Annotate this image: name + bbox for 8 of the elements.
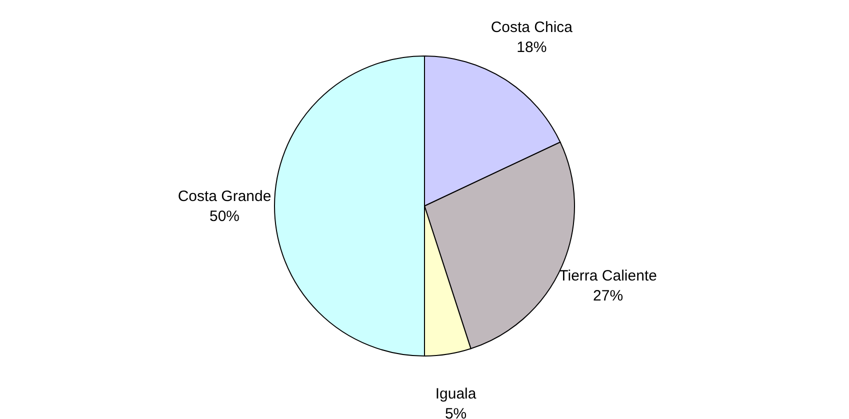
slice-label: Tierra Caliente — [559, 267, 657, 284]
slice-label: Costa Grande — [178, 188, 272, 205]
data-label: 27% — [593, 287, 624, 304]
slice-label: Iguala — [435, 386, 477, 403]
data-label: 18% — [516, 39, 547, 56]
data-label: 50% — [209, 208, 240, 225]
data-label: 5% — [444, 406, 467, 419]
slice-label: Costa Chica — [490, 19, 574, 36]
